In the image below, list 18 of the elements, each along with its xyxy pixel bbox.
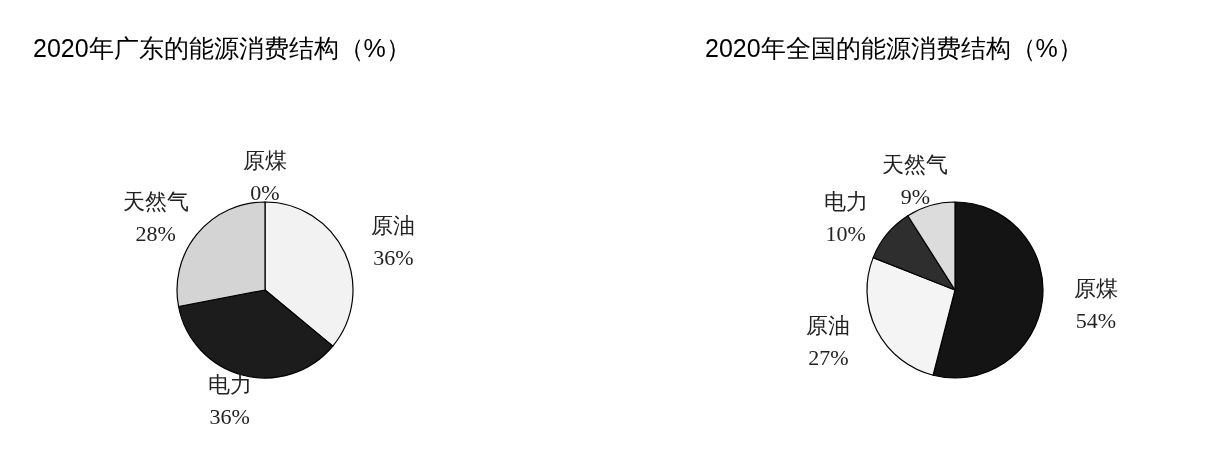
slice-label: 天然气	[122, 188, 189, 214]
slice-label: 电力	[207, 371, 252, 397]
data-label: 54%	[1075, 307, 1117, 333]
chart-title: 2020年广东的能源消费结构（%）	[33, 33, 411, 62]
data-label: 28%	[135, 220, 176, 246]
category-label: 原煤	[243, 147, 287, 173]
slice-label: 原煤	[1073, 275, 1118, 301]
data-label: 10%	[825, 220, 866, 246]
slice-label: 原油	[806, 313, 851, 339]
text: 0%	[250, 179, 280, 205]
data-label: 36%	[373, 244, 414, 270]
chart-title: 2020年全国的能源消费结构（%）	[705, 33, 1083, 62]
data-label: 9%	[900, 184, 931, 210]
slice-label: 电力	[823, 188, 868, 214]
slice-label: 天然气	[882, 152, 949, 178]
slice-label: 原油	[371, 212, 416, 238]
data-label: 27%	[808, 345, 849, 371]
data-label: 36%	[209, 403, 250, 429]
